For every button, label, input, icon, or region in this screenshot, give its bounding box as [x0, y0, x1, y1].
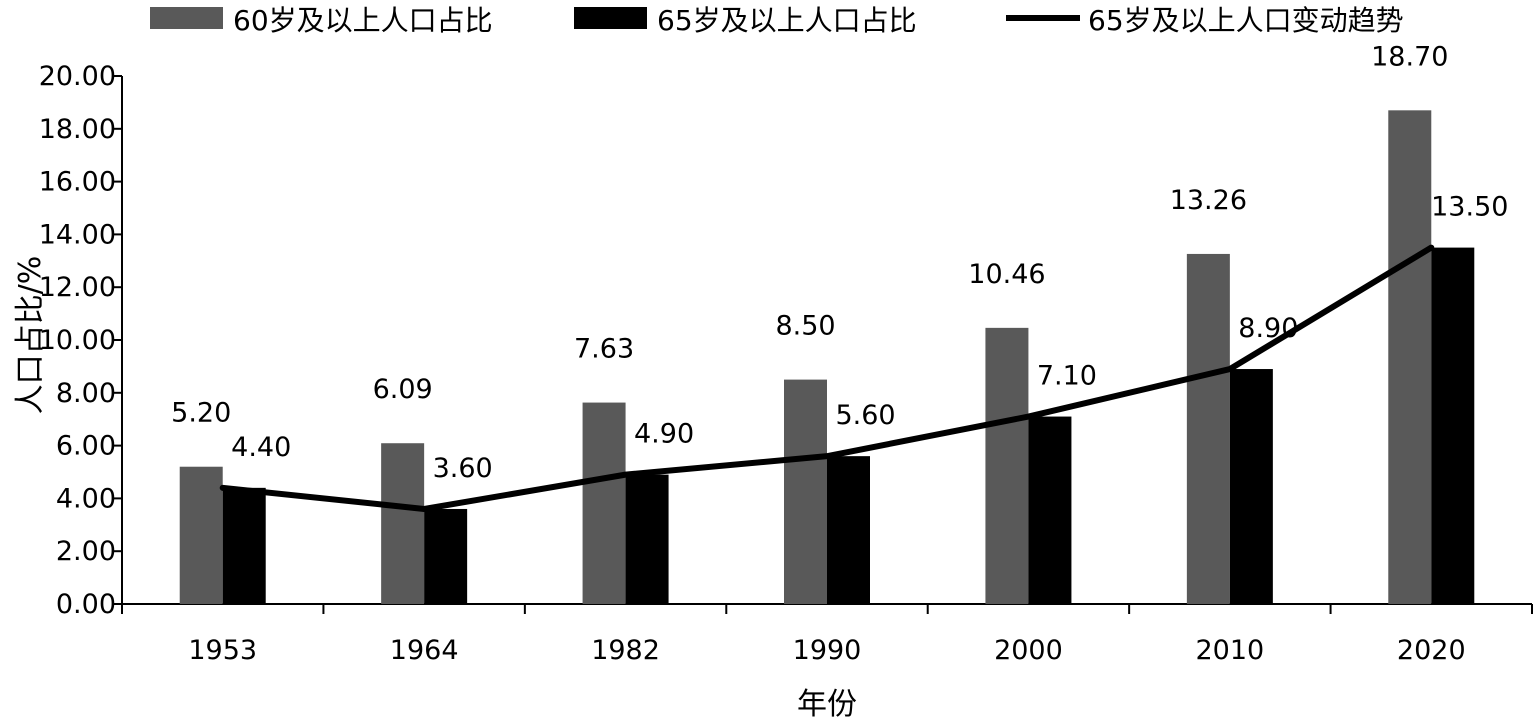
bar-60plus: [179, 466, 223, 604]
bar-65plus: [1431, 247, 1475, 604]
legend-label-65plus: 65岁及以上人口占比: [657, 4, 917, 37]
data-label-65plus: 4.40: [231, 432, 291, 463]
x-tick-label: 2010: [1195, 635, 1264, 666]
x-axis-title: 年份: [797, 687, 857, 722]
legend-label-60plus: 60岁及以上人口占比: [233, 4, 493, 37]
y-tick-label: 12.00: [39, 272, 116, 303]
data-label-65plus: 3.60: [433, 453, 493, 484]
y-axis: 0.00 2.00 4.00 6.00 8.00 10.00 12.00 14.00 16.00…: [39, 61, 123, 620]
y-tick-label: 2.00: [56, 536, 116, 567]
x-tick-label: 2020: [1397, 635, 1466, 666]
legend: 60岁及以上人口占比 65岁及以上人口占比 65岁及以上人口变动趋势: [150, 4, 1404, 37]
data-label-60plus: 5.20: [171, 398, 231, 429]
x-tick-label: 2000: [994, 635, 1063, 666]
x-tick-label: 1964: [390, 635, 459, 666]
bar-65plus: [827, 456, 870, 604]
bar-60plus: [381, 443, 425, 604]
y-tick-label: 8.00: [56, 378, 116, 409]
data-label-65plus: 13.50: [1431, 192, 1508, 223]
legend-label-trend: 65岁及以上人口变动趋势: [1088, 4, 1404, 37]
data-label-60plus: 13.26: [1170, 185, 1247, 216]
bar-series: [179, 110, 1475, 604]
bar-60plus: [784, 379, 827, 604]
data-label-60plus: 7.63: [574, 334, 634, 365]
data-label-65plus: 8.90: [1238, 313, 1298, 344]
data-label-60plus: 6.09: [373, 374, 433, 405]
y-tick-label: 20.00: [39, 61, 116, 92]
data-label-65plus: 4.90: [634, 419, 694, 450]
x-axis: 1953 1964 1982 1990 2000 2010 2020: [121, 603, 1533, 666]
y-tick-label: 14.00: [39, 219, 116, 250]
data-label-60plus: 18.70: [1371, 41, 1448, 72]
bar-65plus: [424, 508, 468, 604]
bar-65plus: [1028, 416, 1072, 604]
data-label-65plus: 5.60: [835, 400, 895, 431]
bar-65plus: [1229, 369, 1273, 604]
bar-60plus: [1388, 110, 1432, 604]
legend-swatch-60plus: [150, 7, 223, 29]
data-label-60plus: 8.50: [775, 311, 835, 342]
y-tick-label: 10.00: [39, 325, 116, 356]
data-label-60plus: 10.46: [968, 259, 1045, 290]
data-label-65plus: 7.10: [1037, 361, 1097, 392]
y-tick-label: 0.00: [56, 589, 116, 620]
bar-65plus: [625, 474, 669, 604]
y-tick-label: 4.00: [56, 483, 116, 514]
bar-65plus: [222, 487, 266, 604]
data-labels: 5.204.40 6.09 3.60 7.63 4.90 8.50 5.60 10.46 7.1…: [171, 41, 1508, 484]
y-tick-label: 16.00: [39, 167, 116, 198]
bar-60plus: [582, 402, 626, 604]
y-tick-label: 6.00: [56, 431, 116, 462]
x-tick-label: 1990: [793, 635, 862, 666]
trend-line-series: [219, 244, 1435, 512]
y-tick-label: 18.00: [39, 114, 116, 145]
bar-60plus: [985, 327, 1029, 604]
bar-60plus: [1186, 253, 1230, 604]
y-axis-title: 人口占比/%: [13, 256, 48, 415]
x-tick-label: 1982: [591, 635, 660, 666]
x-tick-label: 1953: [188, 635, 257, 666]
legend-swatch-65plus: [574, 7, 647, 29]
